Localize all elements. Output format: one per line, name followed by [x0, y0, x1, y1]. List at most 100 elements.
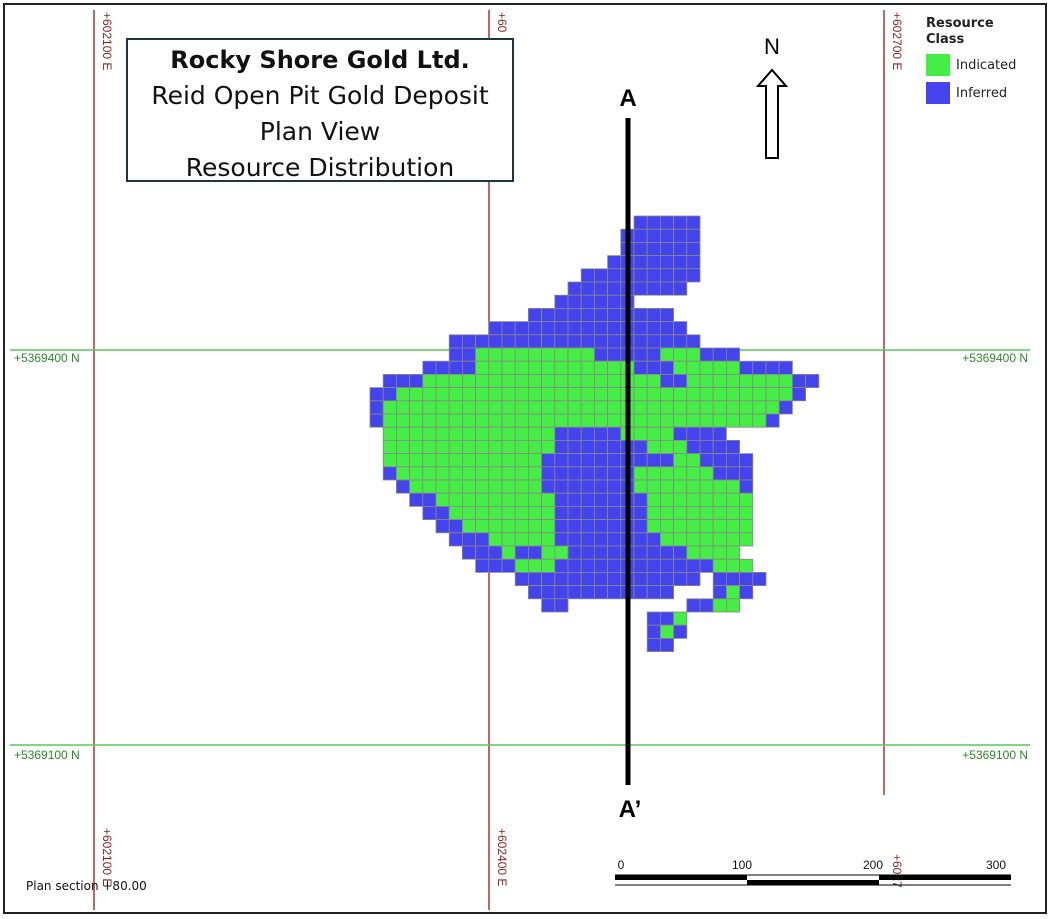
indicated-block — [765, 387, 780, 402]
inferred-block — [646, 307, 661, 322]
inferred-block — [554, 466, 569, 481]
indicated-block — [660, 347, 675, 362]
indicated-block — [528, 400, 543, 415]
indicated-block — [514, 400, 529, 415]
inferred-block — [712, 572, 727, 587]
indicated-block — [448, 479, 463, 494]
inferred-block — [422, 505, 437, 520]
inferred-block — [792, 373, 807, 388]
scale-bar: 0 100 200 300 — [615, 858, 1011, 886]
inferred-block — [567, 453, 582, 468]
indicated-block — [461, 373, 476, 388]
inferred-block — [607, 334, 622, 349]
indicated-block — [633, 426, 648, 441]
indicated-block — [422, 466, 437, 481]
indicated-block — [594, 400, 609, 415]
inferred-block — [660, 228, 675, 243]
indicated-block — [554, 360, 569, 375]
indicated-block — [699, 492, 714, 507]
inferred-block — [554, 439, 569, 454]
inferred-block — [448, 532, 463, 547]
indicated-block — [541, 545, 556, 560]
indicated-block — [660, 479, 675, 494]
inferred-block — [673, 228, 688, 243]
inferred-block — [541, 334, 556, 349]
indicated-block — [541, 387, 556, 402]
inferred-block — [712, 466, 727, 481]
inferred-block — [580, 479, 595, 494]
indicated-block — [528, 426, 543, 441]
inferred-block — [739, 572, 754, 587]
indicated-block — [607, 413, 622, 428]
indicated-block — [488, 479, 503, 494]
title-box: Rocky Shore Gold Ltd. Reid Open Pit Gold… — [126, 38, 514, 182]
indicated-block — [686, 545, 701, 560]
indicated-block — [712, 400, 727, 415]
inferred-block — [726, 439, 741, 454]
indicated-block — [699, 519, 714, 534]
inferred-block — [409, 492, 424, 507]
inferred-block — [673, 426, 688, 441]
inferred-block — [501, 334, 516, 349]
inferred-block — [607, 255, 622, 270]
indicated-block — [660, 466, 675, 481]
indicated-block — [739, 387, 754, 402]
indicated-block — [646, 492, 661, 507]
indicated-block — [514, 360, 529, 375]
indicated-block — [554, 387, 569, 402]
inferred-block — [580, 558, 595, 573]
indicated-block — [739, 492, 754, 507]
inferred-block — [369, 387, 384, 402]
indicated-block — [488, 492, 503, 507]
indicated-block — [541, 400, 556, 415]
indicated-block — [567, 413, 582, 428]
indicated-block — [567, 387, 582, 402]
inferred-block — [435, 505, 450, 520]
indicated-block — [395, 400, 410, 415]
indicated-block — [739, 532, 754, 547]
indicated-block — [514, 373, 529, 388]
inferred-block — [580, 294, 595, 309]
northing-label-right-5369400: +5369400 N — [962, 351, 1028, 365]
inferred-block — [554, 307, 569, 322]
inferred-block — [633, 439, 648, 454]
indicated-block — [488, 360, 503, 375]
inferred-block — [765, 360, 780, 375]
inferred-block — [686, 268, 701, 283]
indicated-block — [726, 373, 741, 388]
inferred-block — [514, 545, 529, 560]
indicated-block — [488, 426, 503, 441]
inferred-block — [712, 426, 727, 441]
inferred-block — [541, 572, 556, 587]
inferred-block — [448, 360, 463, 375]
inferred-block — [580, 307, 595, 322]
inferred-block — [594, 334, 609, 349]
indicated-block — [475, 479, 490, 494]
indicated-block — [660, 532, 675, 547]
inferred-block — [409, 373, 424, 388]
inferred-block — [554, 532, 569, 547]
inferred-block — [633, 545, 648, 560]
indicated-block — [448, 505, 463, 520]
indicated-block — [712, 387, 727, 402]
inferred-block — [660, 307, 675, 322]
inferred-block — [633, 360, 648, 375]
inferred-block — [541, 307, 556, 322]
inferred-block — [594, 347, 609, 362]
indicated-block — [673, 347, 688, 362]
legend-label-inferred: Inferred — [956, 85, 1008, 101]
indicated-block — [395, 439, 410, 454]
inferred-block — [686, 215, 701, 230]
indicated-block — [475, 439, 490, 454]
northing-label-left-5369100: +5369100 N — [14, 748, 80, 762]
inferred-block — [633, 453, 648, 468]
indicated-block — [712, 558, 727, 573]
indicated-block — [580, 360, 595, 375]
inferred-block — [554, 426, 569, 441]
inferred-block — [739, 360, 754, 375]
inferred-block — [554, 519, 569, 534]
inferred-block — [699, 426, 714, 441]
inferred-block — [699, 598, 714, 613]
indicated-block — [475, 387, 490, 402]
indicated-block — [712, 373, 727, 388]
